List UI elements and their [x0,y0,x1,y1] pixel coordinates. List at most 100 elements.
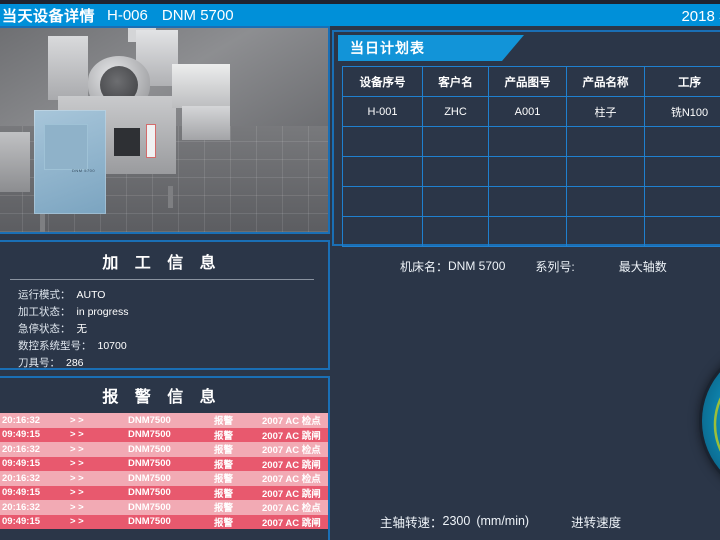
machine-part-panel-strip [146,124,156,158]
table-cell [566,216,645,247]
alarm-arrow: > > [70,516,84,528]
proc-value: 286 [66,357,84,369]
table-cell [342,156,423,187]
gauge-label: 进给倍率 [702,465,720,480]
alarm-arrow: > > [70,501,84,513]
alarm-source: DNM7500 [128,443,171,455]
table-cell [422,186,489,217]
alarm-type: 报警 [214,503,234,515]
table-cell: H-001 [342,96,423,127]
column-header: 产品图号 [488,66,567,97]
proc-label: 急停状态： [18,323,71,335]
alarm-source: DNM7500 [128,472,171,484]
alarm-time: 09:49:15 [2,487,41,499]
alarm-type: 报警 [214,416,234,428]
alarm-type: 报警 [214,445,234,457]
table-row[interactable]: H-001 ZHC A001 柱子 铣N100 [342,96,720,127]
alarm-code: 2007 AC 跳闸 [262,488,321,500]
alarm-info-panel: 报 警 信 息 20:16:32 > > DNM7500 报警 2007 AC … [0,376,330,540]
table-row[interactable] [342,126,720,157]
proc-label: 加工状态： [18,306,71,318]
machine-image-caption: DNM 5700 [72,168,96,173]
machine-image-panel: DNM 5700 [0,26,330,234]
alarm-arrow: > > [70,429,84,441]
table-cell [342,186,423,217]
tab-label: 当日计划表 [350,40,425,56]
machine-part-window [114,128,140,156]
feed-speed-label: 进转速度 [571,515,622,530]
alarm-code: 2007 AC 检点 [262,445,321,457]
alarm-row[interactable]: 20:16:32 > > DNM7500 报警 2007 AC 检点 [0,413,328,428]
alarm-type: 报警 [214,488,234,500]
table-cell [644,216,720,247]
alarm-row[interactable]: 20:16:32 > > DNM7500 报警 2007 AC 检点 [0,471,328,486]
alarm-arrow: > > [70,414,84,426]
alarm-row[interactable]: 09:49:15 > > DNM7500 报警 2007 AC 跳闸 [0,427,328,442]
spindle-speed-unit: (mm/min) [476,514,530,528]
alarm-source: DNM7500 [128,501,171,513]
alarm-row[interactable]: 20:16:32 > > DNM7500 报警 2007 AC 检点 [0,500,328,515]
alarm-source: DNM7500 [128,487,171,499]
list-item: 急停状态： 无 [18,321,328,338]
table-cell [566,186,645,217]
alarm-source: DNM7500 [128,414,171,426]
alarm-time: 20:16:32 [2,414,41,426]
table-row[interactable] [342,216,720,247]
alarm-row[interactable]: 09:49:15 > > DNM7500 报警 2007 AC 跳闸 [0,514,328,529]
top-strip [0,0,720,4]
table-row[interactable] [342,156,720,187]
tab-daily-plan[interactable]: 当日计划表 [338,35,524,61]
alarm-code: 2007 AC 检点 [262,474,321,486]
table-cell [488,156,567,187]
table-cell [422,216,489,247]
alarm-type: 报警 [214,517,234,529]
alarm-row[interactable]: 09:49:15 > > DNM7500 报警 2007 AC 跳闸 [0,456,328,471]
alarm-time: 20:16:32 [2,443,41,455]
status-line: 主轴转速： 2300 (mm/min) 进转速度 [330,510,720,532]
column-header: 设备序号 [342,66,423,97]
machine-model: DNM 5700 [161,6,234,24]
alarm-time: 09:49:15 [2,516,41,528]
plan-table-panel: 当日计划表 设备序号 客户名 产品图号 产品名称 工序 H-001 ZHC A0… [332,30,720,247]
alarm-list: 20:16:32 > > DNM7500 报警 2007 AC 检点 09:49… [0,413,328,529]
proc-value: 10700 [97,340,127,352]
table-cell: 柱子 [566,96,645,127]
alarm-row[interactable]: 09:49:15 > > DNM7500 报警 2007 AC 跳闸 [0,485,328,500]
alarm-type: 报警 [214,430,234,442]
column-header: 工序 [644,66,720,97]
machine-part-block [0,132,30,192]
table-cell [644,156,720,187]
table-cell [566,126,645,157]
table-row[interactable] [342,186,720,217]
column-header: 产品名称 [566,66,645,97]
alarm-row[interactable]: 20:16:32 > > DNM7500 报警 2007 AC 检点 [0,442,328,457]
table-cell: A001 [488,96,567,127]
alarm-type: 报警 [214,459,234,471]
table-header-row: 设备序号 客户名 产品图号 产品名称 工序 [342,66,720,97]
proc-label: 数控系统型号： [18,340,92,352]
plan-table: 设备序号 客户名 产品图号 产品名称 工序 H-001 ZHC A001 柱子 … [342,66,720,247]
machine-part-right-wing [172,64,230,108]
machine-part-right-lower [182,106,230,140]
left-column: DNM 5700 加 工 信 息 运行模式： AUTO 加工状态： in progr… [0,26,330,540]
machine-part-door-window [44,124,88,170]
alarm-source: DNM7500 [128,429,171,441]
alarm-info-title: 报 警 信 息 [102,389,222,406]
gauge-face: 020406080100120140160180200 进给倍率 [702,346,720,496]
alarm-time: 09:49:15 [2,429,41,441]
table-cell [342,216,423,247]
machine-part-leg-right [168,186,173,208]
alarm-arrow: > > [70,487,84,499]
alarm-time: 20:16:32 [2,472,41,484]
gauge-graphics: 020406080100120140160180200 [713,397,720,452]
divider [10,279,314,280]
alarm-code: 2007 AC 跳闸 [262,430,321,442]
serial-label: 系列号: [535,259,575,274]
table-cell [488,216,567,247]
max-axis-label: 最大轴数 [618,259,667,274]
machine-part-leg-left [40,214,45,232]
alarm-code: 2007 AC 跳闸 [262,459,321,471]
app-header: 当天设备详情 H-006 DNM 5700 2018 年 [0,4,720,26]
header-date: 2018 年 [681,7,720,25]
processing-info-panel: 加 工 信 息 运行模式： AUTO 加工状态： in progress 急停状态：… [0,240,330,370]
